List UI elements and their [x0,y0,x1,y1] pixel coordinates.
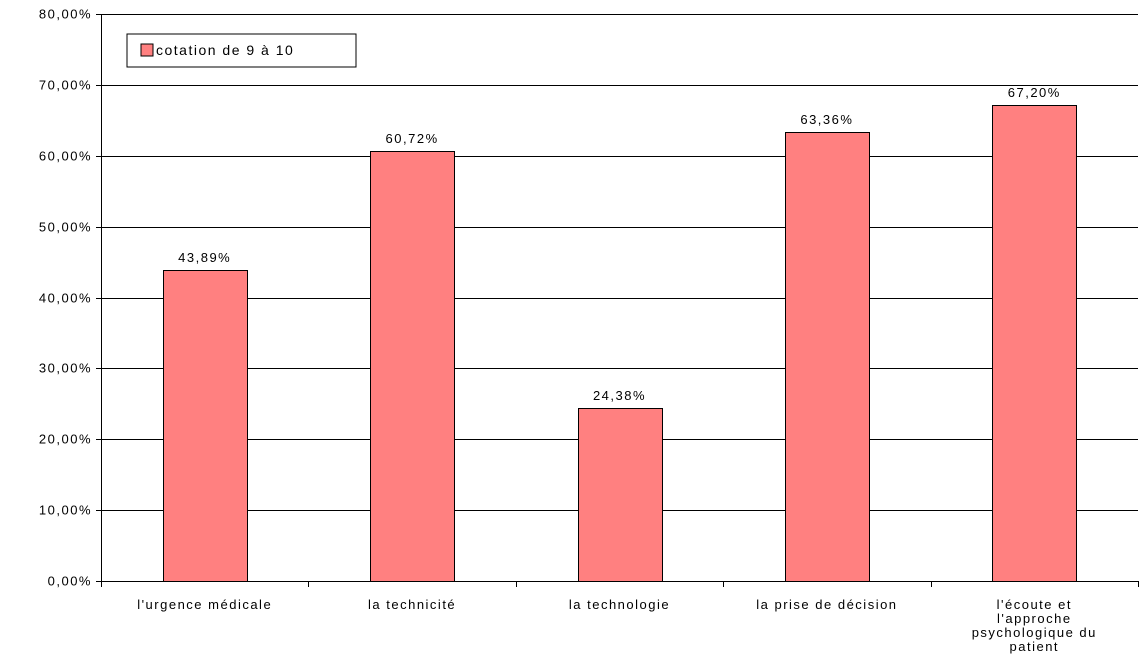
y-tick-label: 50,00% [39,220,92,235]
x-category-label: l'écoute et [997,597,1072,612]
bars [163,105,1077,582]
bar [163,270,248,582]
bar [785,132,870,582]
legend: cotation de 9 à 10 [126,33,357,68]
y-tick-label: 80,00% [39,7,92,22]
x-category-label: patient [1010,639,1060,654]
y-tick-label: 20,00% [39,432,92,447]
data-label: 24,38% [593,388,646,403]
y-tick-label: 30,00% [39,361,92,376]
legend-swatch [140,43,154,57]
bar [370,151,455,582]
legend-box [126,33,357,68]
data-label: 67,20% [1008,85,1061,100]
data-label: 63,36% [800,112,853,127]
legend-label: cotation de 9 à 10 [156,42,294,58]
axes [96,14,1139,587]
x-category-label: la prise de décision [756,597,897,612]
y-tick-label: 70,00% [39,78,92,93]
y-tick-label: 60,00% [39,149,92,164]
bar [578,408,663,582]
y-tick-label: 0,00% [48,574,92,589]
x-category-label: l'urgence médicale [137,597,272,612]
gridlines [101,14,1138,511]
x-category-label: psychologique du [972,625,1097,640]
bar [992,105,1077,582]
x-category-label: la technicité [368,597,456,612]
data-label: 43,89% [178,250,231,265]
x-category-label: la technologie [569,597,670,612]
y-tick-label: 10,00% [39,503,92,518]
y-tick-label: 40,00% [39,291,92,306]
x-category-label: l'approche [997,611,1072,626]
labels: 0,00% 10,00% 20,00% 30,00% 40,00% 50,00% 60,00… [39,7,1097,655]
data-label: 60,72% [386,131,439,146]
